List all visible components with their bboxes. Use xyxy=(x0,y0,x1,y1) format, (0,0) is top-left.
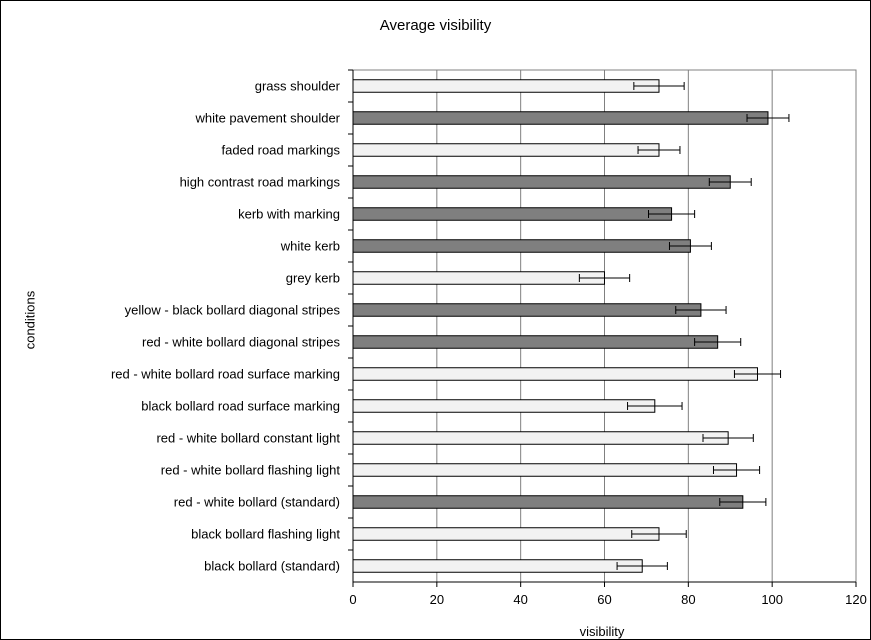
bar xyxy=(352,399,656,413)
category-label: red - white bollard constant light xyxy=(156,431,340,446)
bar xyxy=(352,527,660,541)
category-label: black bollard road surface marking xyxy=(141,399,340,414)
category-label: red - white bollard (standard) xyxy=(174,495,340,510)
x-tick-label: 80 xyxy=(681,592,695,607)
bar xyxy=(352,431,729,445)
category-label: white kerb xyxy=(280,239,340,254)
category-label: white pavement shoulder xyxy=(194,111,340,126)
category-label: black bollard (standard) xyxy=(204,559,340,574)
x-tick-label: 60 xyxy=(597,592,611,607)
category-label: grass shoulder xyxy=(255,79,341,94)
bar xyxy=(352,239,691,253)
x-axis-label: visibility xyxy=(579,624,625,639)
bar xyxy=(352,495,744,509)
category-label: red - white bollard road surface marking xyxy=(111,367,340,382)
bar xyxy=(352,271,605,285)
bar xyxy=(352,335,719,349)
chart-title: Average visibility xyxy=(379,17,492,34)
bar xyxy=(352,367,758,381)
category-label: red - white bollard diagonal stripes xyxy=(142,335,340,350)
bar xyxy=(352,559,643,573)
bar xyxy=(352,207,673,221)
x-tick-label: 120 xyxy=(845,592,867,607)
category-label: black bollard flashing light xyxy=(191,527,340,542)
error-bars xyxy=(578,82,790,570)
bar xyxy=(352,303,702,317)
x-tick-label: 100 xyxy=(761,592,783,607)
x-tick-label: 40 xyxy=(513,592,527,607)
bar xyxy=(352,79,660,93)
x-tick-label: 20 xyxy=(430,592,444,607)
x-tick-label: 0 xyxy=(349,592,356,607)
category-label: faded road markings xyxy=(221,143,340,158)
category-label: yellow - black bollard diagonal stripes xyxy=(125,303,341,318)
bar xyxy=(352,143,660,157)
bar xyxy=(352,463,738,477)
category-label: kerb with marking xyxy=(238,207,340,222)
x-ticks: 0 20 40 60 80 100 120 xyxy=(348,69,867,607)
bar xyxy=(352,175,731,189)
category-label: high contrast road markings xyxy=(180,175,341,190)
category-label: red - white bollard flashing light xyxy=(161,463,341,478)
bars xyxy=(352,79,769,573)
category-labels: grass shoulder white pavement shoulder fad… xyxy=(111,79,341,574)
bar xyxy=(352,111,769,125)
category-label: grey kerb xyxy=(286,271,340,286)
